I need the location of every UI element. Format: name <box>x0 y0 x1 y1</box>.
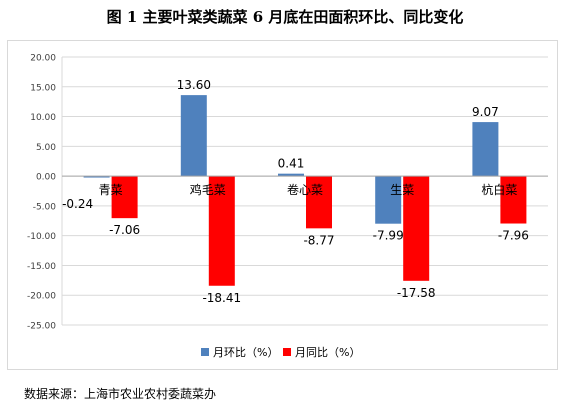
y-tick-label: -20.00 <box>27 292 56 302</box>
bar <box>403 176 430 281</box>
bar <box>208 176 235 286</box>
category-label: 生菜 <box>390 183 414 197</box>
data-label: 0.41 <box>278 157 305 171</box>
chart-frame <box>7 40 558 370</box>
data-source-note: 数据来源：上海市农业农村委蔬菜办 <box>24 387 217 401</box>
chart-title: 图 1 主要叶菜类蔬菜 6 月底在田面积环比、同比变化 <box>106 8 464 26</box>
data-label: -7.96 <box>498 229 529 243</box>
data-label: -17.58 <box>397 286 436 300</box>
bar <box>306 176 332 229</box>
legend-label: 月同比（%） <box>295 346 360 359</box>
data-label: -0.24 <box>62 197 93 211</box>
y-tick-label: 15.00 <box>30 83 56 93</box>
data-label: 9.07 <box>472 105 499 119</box>
y-tick-label: 20.00 <box>30 54 56 64</box>
bar <box>500 176 527 224</box>
y-tick-label: -10.00 <box>27 232 56 242</box>
bar <box>375 176 402 224</box>
legend-swatch <box>201 348 209 356</box>
data-label: -8.77 <box>303 233 334 247</box>
data-label: -7.06 <box>109 223 140 237</box>
y-tick-label: -25.00 <box>27 322 56 332</box>
legend-label: 月环比（%） <box>213 346 278 359</box>
y-tick-label: 5.00 <box>36 143 56 153</box>
bar <box>472 122 499 177</box>
bar <box>83 176 110 178</box>
data-label: -18.41 <box>202 291 241 305</box>
legend-swatch <box>283 348 291 356</box>
y-tick-label: -15.00 <box>27 262 56 272</box>
category-label: 卷心菜 <box>287 182 323 197</box>
category-label: 杭白菜 <box>481 182 517 197</box>
bar <box>278 173 304 177</box>
category-label: 青菜 <box>99 183 123 197</box>
data-label: -7.99 <box>373 229 404 243</box>
bar <box>180 95 207 177</box>
y-tick-label: 0.00 <box>36 173 56 183</box>
category-label: 鸡毛菜 <box>190 182 226 197</box>
bar <box>111 176 138 219</box>
y-tick-label: -5.00 <box>33 202 57 212</box>
data-label: 13.60 <box>177 78 211 92</box>
y-tick-label: 10.00 <box>30 113 56 123</box>
